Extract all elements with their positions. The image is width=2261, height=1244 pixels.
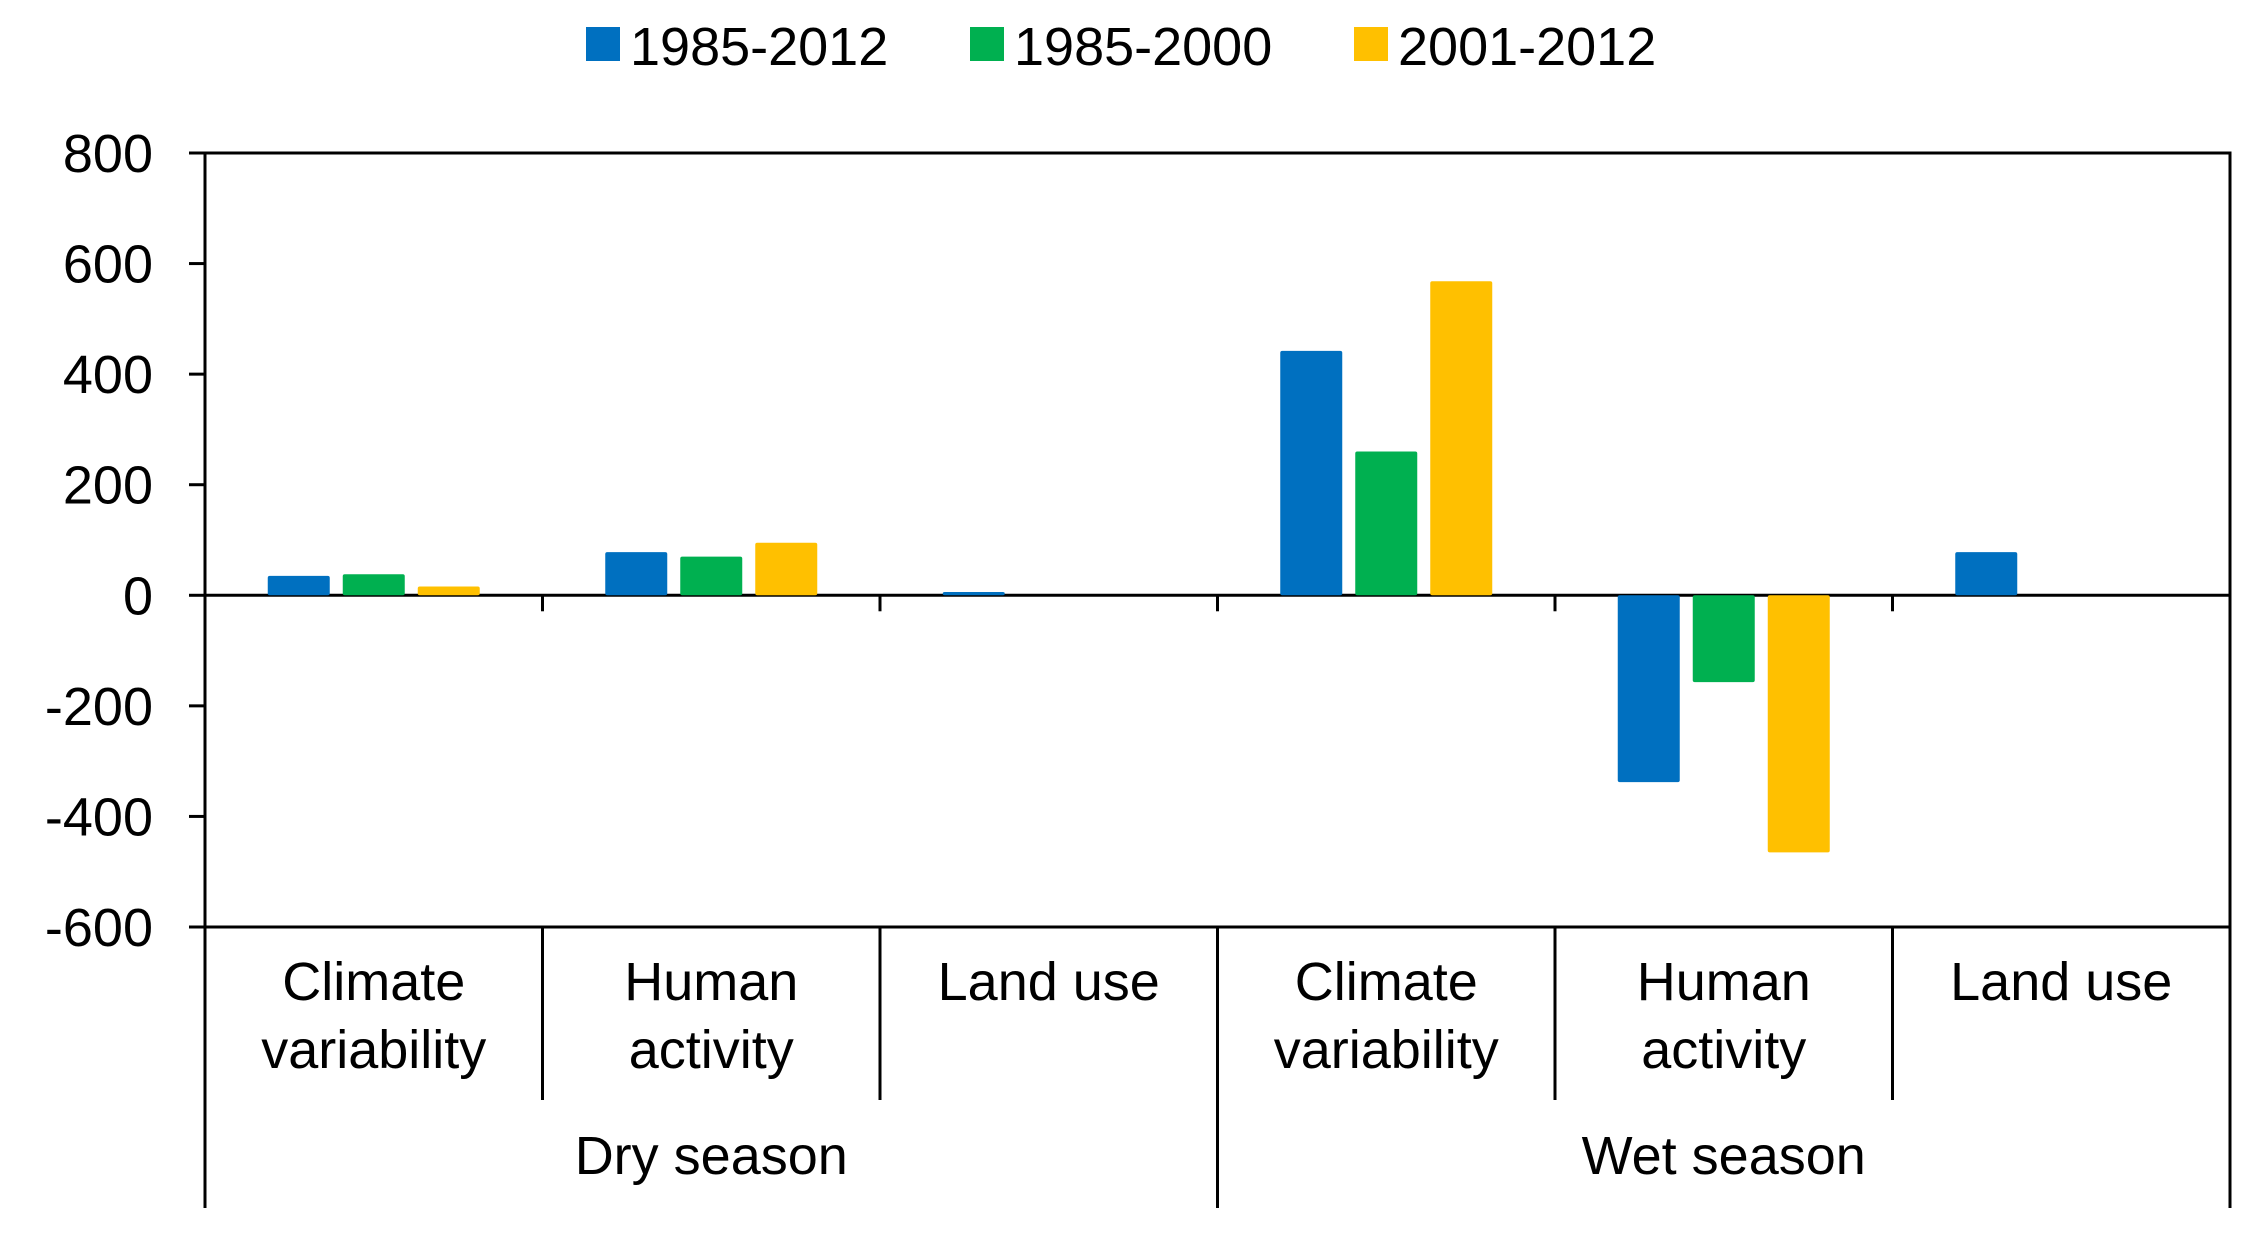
y-tick-label: 800 [63, 124, 153, 184]
bar [342, 574, 405, 596]
legend: 1985-2012 1985-2000 2001-2012 [586, 17, 1656, 77]
category-label-line2: variability [261, 1020, 486, 1080]
legend-swatch [586, 27, 620, 61]
category-label-line1: Land use [938, 952, 1160, 1012]
bar [680, 556, 743, 596]
bar [1955, 552, 2018, 596]
group-label: Wet season [1582, 1126, 1866, 1186]
y-tick-label: -200 [45, 677, 153, 737]
category-label-line2: activity [1641, 1020, 1806, 1080]
category-label-line1: Climate [282, 952, 465, 1012]
bar [1692, 595, 1755, 683]
y-tick-label: 200 [63, 456, 153, 516]
legend-label: 1985-2012 [630, 17, 888, 77]
bar [417, 586, 480, 596]
legend-swatch [1354, 27, 1388, 61]
category-label-line1: Human [624, 952, 798, 1012]
y-tick-label: -400 [45, 787, 153, 847]
y-tick-label: -600 [45, 898, 153, 958]
y-tick-label: 400 [63, 345, 153, 405]
bar [1767, 595, 1830, 853]
bars [267, 281, 2018, 853]
bar [605, 552, 668, 596]
bar [1280, 350, 1343, 596]
category-label-line2: variability [1274, 1020, 1499, 1080]
bar [1617, 595, 1680, 783]
bar [755, 542, 818, 596]
category-label-line1: Land use [1950, 952, 2172, 1012]
plot-frame [203, 151, 2232, 929]
axes: 800 600 400 200 0 -200 -400 -600 [45, 124, 2232, 1208]
y-tick-label: 600 [63, 235, 153, 295]
group-label: Dry season [575, 1126, 848, 1186]
category-label-line1: Climate [1295, 952, 1478, 1012]
bar [1430, 281, 1493, 596]
bar [942, 591, 1005, 596]
category-label-line2: activity [629, 1020, 794, 1080]
legend-swatch [970, 27, 1004, 61]
y-tick-label: 0 [123, 566, 153, 626]
category-label-line1: Human [1637, 952, 1811, 1012]
bar [1355, 451, 1418, 596]
legend-label: 2001-2012 [1398, 17, 1656, 77]
bar [267, 575, 330, 596]
category-labels: Climate variability Human activity Land use C… [261, 952, 2172, 1186]
legend-label: 1985-2000 [1014, 17, 1272, 77]
